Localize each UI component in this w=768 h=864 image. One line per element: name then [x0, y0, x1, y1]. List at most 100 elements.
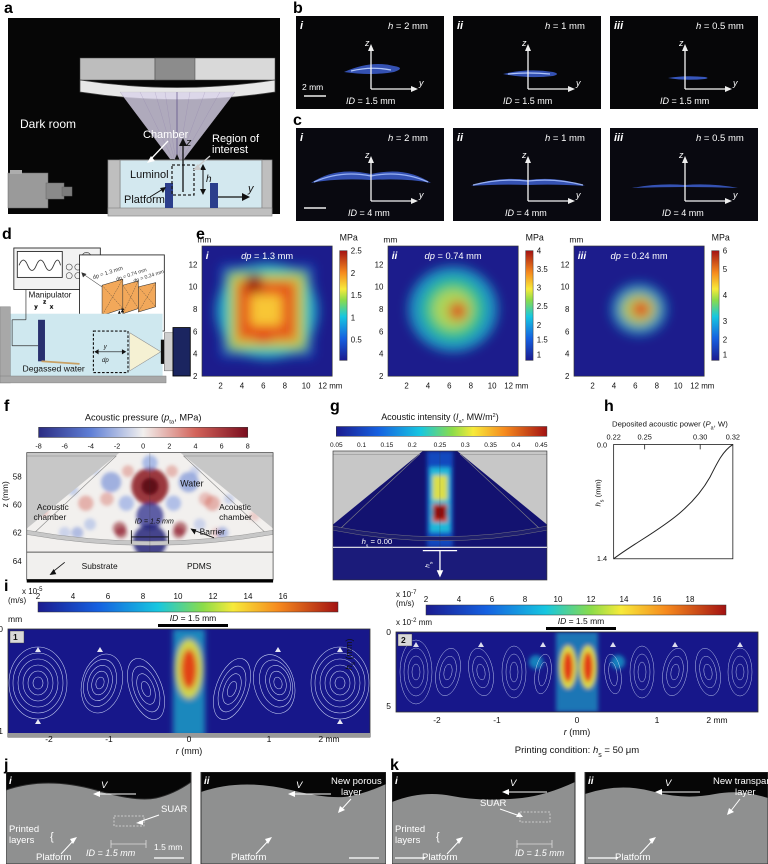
svg-text:2: 2 — [351, 269, 355, 278]
svg-text:5: 5 — [386, 701, 391, 711]
svg-text:h = 1 mm: h = 1 mm — [545, 133, 585, 144]
svg-text:Chamber: Chamber — [143, 129, 189, 141]
svg-text:18: 18 — [686, 595, 695, 604]
svg-text:hs (mm): hs (mm) — [594, 479, 606, 507]
svg-text:10: 10 — [302, 381, 311, 390]
svg-text:mm: mm — [383, 234, 397, 244]
svg-text:2 mm: 2 mm — [706, 715, 727, 725]
svg-text:2: 2 — [590, 381, 594, 390]
svg-text:Barrier: Barrier — [200, 526, 225, 536]
svg-text:ID = 1.5 mm: ID = 1.5 mm — [346, 96, 395, 106]
svg-text:Water: Water — [180, 478, 203, 488]
svg-text:6: 6 — [220, 442, 224, 450]
svg-text:y: y — [418, 190, 424, 200]
svg-text:1.5 mm: 1.5 mm — [154, 842, 182, 852]
svg-text:1: 1 — [13, 632, 18, 642]
svg-text:layer: layer — [735, 787, 756, 798]
svg-text:iii: iii — [614, 20, 624, 32]
svg-text:4: 4 — [565, 350, 570, 359]
svg-text:Printing condition: hs = 50 μm: Printing condition: hs = 50 μm — [515, 745, 639, 759]
svg-text:{: { — [50, 831, 54, 843]
svg-text:10: 10 — [554, 595, 563, 604]
svg-text:1: 1 — [537, 351, 541, 360]
svg-text:4: 4 — [71, 592, 76, 601]
svg-text:SUAR: SUAR — [480, 798, 507, 809]
svg-text:ID = 1.5 mm: ID = 1.5 mm — [170, 613, 217, 623]
svg-text:0.2: 0.2 — [408, 442, 417, 449]
svg-text:y: y — [732, 190, 738, 200]
svg-text:-2: -2 — [114, 442, 120, 450]
svg-text:(m/s): (m/s) — [8, 596, 27, 605]
svg-text:New transparent: New transparent — [713, 776, 768, 787]
svg-text:12 mm: 12 mm — [690, 381, 715, 390]
svg-text:12 mm: 12 mm — [318, 381, 343, 390]
svg-text:h = 2 mm: h = 2 mm — [388, 21, 428, 32]
svg-text:-1: -1 — [105, 734, 113, 744]
svg-text:0.30: 0.30 — [693, 433, 707, 442]
svg-text:r (mm): r (mm) — [564, 727, 591, 737]
svg-text:ID = 4 mm: ID = 4 mm — [505, 208, 547, 218]
svg-text:x 10-7: x 10-7 — [396, 590, 417, 599]
svg-text:0.22: 0.22 — [607, 433, 621, 442]
svg-text:14: 14 — [244, 592, 253, 601]
svg-text:1: 1 — [723, 351, 727, 360]
svg-text:PDMS: PDMS — [187, 561, 212, 571]
svg-text:Manipulator: Manipulator — [29, 290, 72, 299]
svg-text:ii: ii — [457, 132, 464, 144]
svg-text:Printed: Printed — [9, 824, 39, 835]
svg-text:ID = 1.5 mm: ID = 1.5 mm — [515, 848, 565, 858]
svg-text:chamber: chamber — [33, 512, 66, 522]
svg-text:16: 16 — [279, 592, 288, 601]
svg-text:1.5: 1.5 — [537, 336, 549, 345]
svg-text:4: 4 — [612, 381, 617, 390]
svg-text:2: 2 — [723, 336, 727, 345]
svg-text:0.05: 0.05 — [330, 442, 343, 449]
svg-text:ID = 1.5 mm: ID = 1.5 mm — [86, 848, 136, 858]
svg-text:2: 2 — [401, 635, 406, 645]
svg-text:6: 6 — [261, 381, 266, 390]
svg-text:Acoustic: Acoustic — [219, 502, 251, 512]
svg-text:6: 6 — [447, 381, 452, 390]
svg-text:12: 12 — [209, 592, 218, 601]
svg-text:2 mm: 2 mm — [318, 734, 339, 744]
svg-text:z: z — [521, 38, 527, 48]
svg-text:8: 8 — [379, 305, 384, 314]
svg-text:0: 0 — [0, 624, 3, 634]
svg-text:ID = 1.5 mm: ID = 1.5 mm — [660, 96, 709, 106]
svg-text:dp = 0.24 mm: dp = 0.24 mm — [611, 251, 668, 261]
svg-text:2.5: 2.5 — [351, 246, 363, 255]
svg-text:y: y — [575, 190, 581, 200]
svg-text:8: 8 — [469, 381, 474, 390]
svg-text:mm: mm — [569, 234, 583, 244]
svg-text:r (mm): r (mm) — [176, 746, 203, 756]
svg-text:ii: ii — [588, 776, 594, 787]
svg-text:0.25: 0.25 — [638, 433, 652, 442]
svg-text:6: 6 — [379, 327, 384, 336]
svg-text:3: 3 — [537, 284, 542, 293]
svg-text:6: 6 — [723, 246, 728, 255]
svg-text:2: 2 — [537, 321, 541, 330]
svg-text:12 mm: 12 mm — [504, 381, 529, 390]
svg-text:12: 12 — [561, 260, 570, 269]
svg-text:z: z — [43, 299, 46, 305]
svg-text:3.5: 3.5 — [537, 265, 549, 274]
svg-text:8: 8 — [141, 592, 146, 601]
svg-text:1.5: 1.5 — [351, 291, 363, 300]
svg-text:2: 2 — [218, 381, 222, 390]
svg-text:z: z — [364, 150, 370, 160]
svg-text:layers: layers — [9, 835, 35, 846]
svg-text:10: 10 — [674, 381, 683, 390]
svg-text:Platform: Platform — [422, 852, 457, 863]
svg-text:6: 6 — [565, 327, 570, 336]
svg-text:Degassed water: Degassed water — [22, 364, 84, 374]
svg-text:z: z — [678, 38, 684, 48]
svg-text:2: 2 — [379, 372, 383, 381]
svg-text:i: i — [9, 776, 12, 787]
svg-text:Platform: Platform — [124, 194, 165, 206]
svg-text:0: 0 — [386, 627, 391, 637]
svg-text:6: 6 — [490, 595, 495, 604]
svg-text:8: 8 — [565, 305, 570, 314]
svg-text:14: 14 — [620, 595, 629, 604]
svg-text:-6: -6 — [62, 442, 68, 450]
svg-text:iii: iii — [614, 132, 624, 144]
